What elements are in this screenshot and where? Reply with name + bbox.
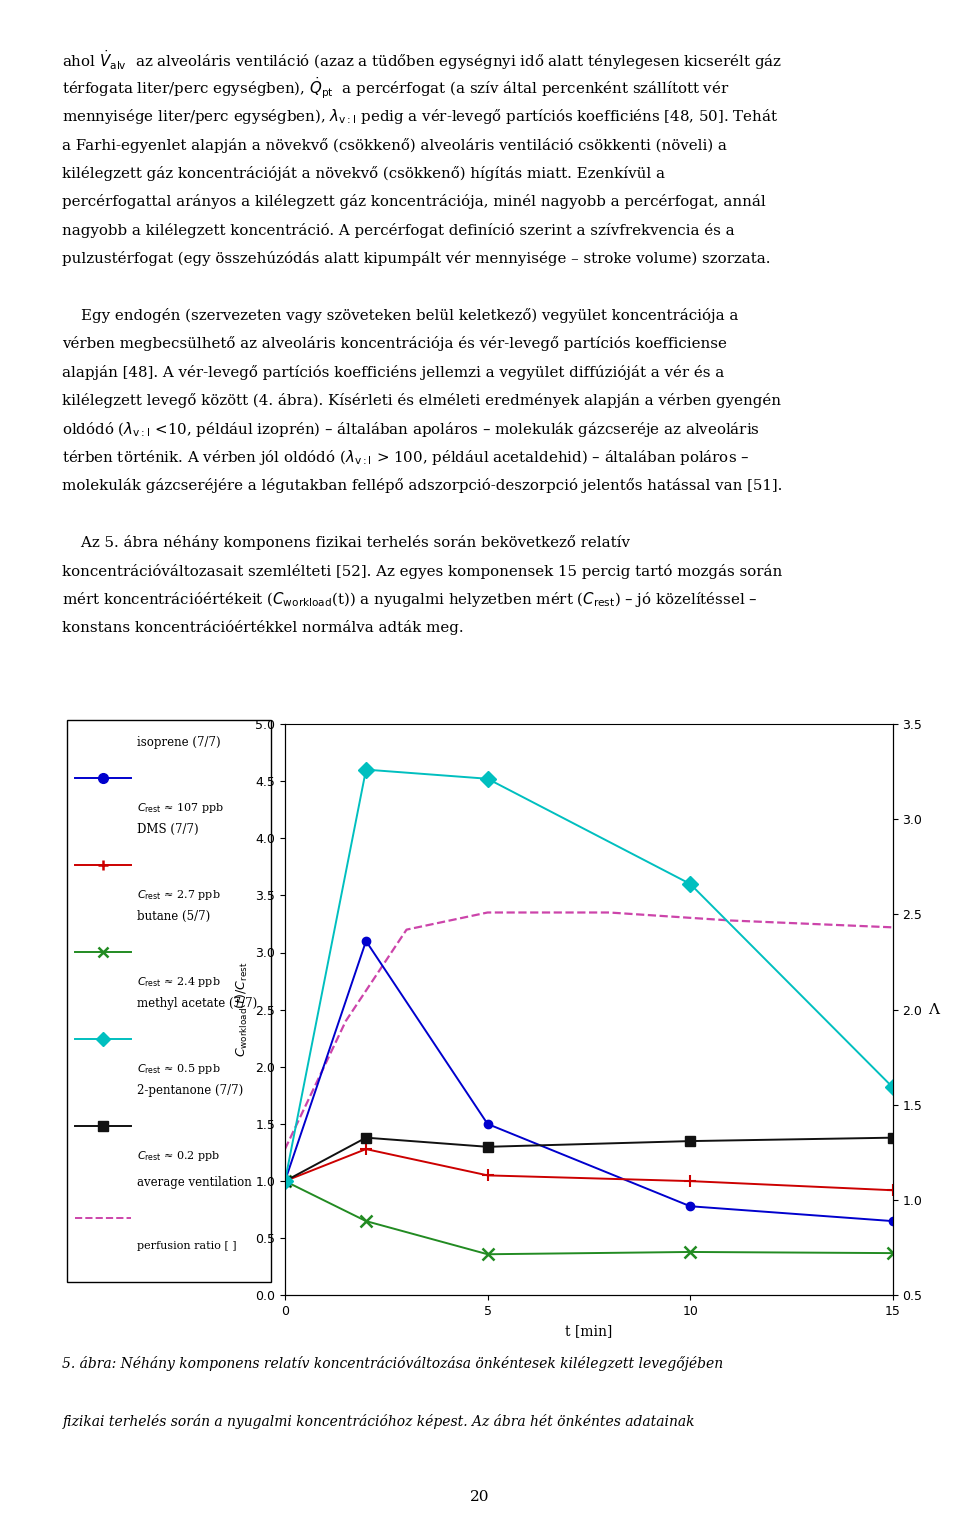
Text: $C_{\mathrm{rest}}$ ≈ 0.2 ppb: $C_{\mathrm{rest}}$ ≈ 0.2 ppb (137, 1149, 220, 1163)
Text: vérben megbecsülhető az alveoláris koncentrációja és vér-levegő partíciós koeffi: vérben megbecsülhető az alveoláris konce… (62, 337, 728, 352)
Text: 5. ábra: Néhány komponens relatív koncentrációváltozása önkéntesek kilélegzett l: 5. ábra: Néhány komponens relatív koncen… (62, 1356, 724, 1372)
Text: percérfogattal arányos a kilélegzett gáz koncentrációja, minél nagyobb a percérf: percérfogattal arányos a kilélegzett gáz… (62, 195, 766, 209)
Y-axis label: Λ: Λ (928, 1003, 939, 1017)
Text: térfogata liter/perc egységben), $\dot{Q}_{\mathrm{pt}}$  a percérfogat (a szív : térfogata liter/perc egységben), $\dot{Q… (62, 76, 730, 101)
Text: kilélegzett gáz koncentrációját a növekvő (csökkenő) hígítás miatt. Ezenkívül a: kilélegzett gáz koncentrációját a növekv… (62, 166, 665, 181)
Text: ahol $\dot{V}_{\mathrm{alv}}$  az alveoláris ventiláció (azaz a tüdőben egységny: ahol $\dot{V}_{\mathrm{alv}}$ az alveolá… (62, 47, 782, 72)
Text: 20: 20 (470, 1490, 490, 1504)
Text: kilélegzett levegő között (4. ábra). Kísérleti és elméleti eredmények alapján a : kilélegzett levegő között (4. ábra). Kís… (62, 393, 781, 408)
Text: 2-pentanone (7/7): 2-pentanone (7/7) (137, 1084, 243, 1097)
Text: mennyisége liter/perc egységben), $\lambda_{\mathrm{v:l}}$ pedig a vér-levegő pa: mennyisége liter/perc egységben), $\lamb… (62, 107, 779, 126)
Text: a Farhi-egyenlet alapján a növekvő (csökkenő) alveoláris ventiláció csökkenti (n: a Farhi-egyenlet alapján a növekvő (csök… (62, 137, 728, 152)
Text: oldódó ($\lambda_{\mathrm{v:l}}$ <10, például izoprén) – általában apoláros – mo: oldódó ($\lambda_{\mathrm{v:l}}$ <10, pé… (62, 419, 760, 439)
Text: $C_{\mathrm{rest}}$ ≈ 107 ppb: $C_{\mathrm{rest}}$ ≈ 107 ppb (137, 802, 224, 815)
Text: konstans koncentrációértékkel normálva adták meg.: konstans koncentrációértékkel normálva a… (62, 620, 464, 636)
Text: molekulák gázcseréjére a légutakban fellépő adszorpció-deszorpció jelentős hatás: molekulák gázcseréjére a légutakban fell… (62, 479, 782, 494)
Text: $C_{\mathrm{rest}}$ ≈ 0.5 ppb: $C_{\mathrm{rest}}$ ≈ 0.5 ppb (137, 1062, 221, 1076)
Text: isoprene (7/7): isoprene (7/7) (137, 736, 221, 750)
Text: DMS (7/7): DMS (7/7) (137, 823, 199, 837)
Text: pulzustérfogat (egy összehúzódás alatt kipumpált vér mennyisége – stroke volume): pulzustérfogat (egy összehúzódás alatt k… (62, 251, 771, 267)
Text: $C_{\mathrm{rest}}$ ≈ 2.7 ppb: $C_{\mathrm{rest}}$ ≈ 2.7 ppb (137, 888, 221, 902)
Text: koncentrációváltozasait szemlélteti [52]. Az egyes komponensek 15 percig tartó m: koncentrációváltozasait szemlélteti [52]… (62, 564, 782, 579)
Text: $C_{\mathrm{rest}}$ ≈ 2.4 ppb: $C_{\mathrm{rest}}$ ≈ 2.4 ppb (137, 975, 221, 989)
Y-axis label: $C_{\mathrm{workload}}(t)/C_{\mathrm{rest}}$: $C_{\mathrm{workload}}(t)/C_{\mathrm{res… (233, 962, 250, 1058)
X-axis label: t [min]: t [min] (565, 1324, 612, 1338)
Text: perfusion ratio [ ]: perfusion ratio [ ] (137, 1242, 236, 1251)
Text: average ventilation: average ventilation (137, 1177, 252, 1189)
Text: methyl acetate (7/7): methyl acetate (7/7) (137, 997, 257, 1010)
Text: térben történik. A vérben jól oldódó ($\lambda_{\mathrm{v:l}}$ > 100, például ac: térben történik. A vérben jól oldódó ($\… (62, 448, 750, 466)
Text: fizikai terhelés során a nyugalmi koncentrációhoz képest. Az ábra hét önkéntes a: fizikai terhelés során a nyugalmi koncen… (62, 1414, 695, 1428)
Text: Az 5. ábra néhány komponens fizikai terhelés során bekövetkező relatív: Az 5. ábra néhány komponens fizikai terh… (62, 535, 631, 550)
Text: mért koncentrációértékeit ($C_{\mathrm{workload}}$(t)) a nyugalmi helyzetben mér: mért koncentrációértékeit ($C_{\mathrm{w… (62, 590, 757, 610)
Text: alapján [48]. A vér-levegő partíciós koefficiéns jellemzi a vegyület diffúzióját: alapján [48]. A vér-levegő partíciós koe… (62, 364, 725, 379)
Text: Egy endogén (szervezeten vagy szöveteken belül keletkező) vegyület koncentrációj: Egy endogén (szervezeten vagy szöveteken… (62, 308, 739, 323)
Text: nagyobb a kilélegzett koncentráció. A percérfogat definíció szerint a szívfrekve: nagyobb a kilélegzett koncentráció. A pe… (62, 223, 735, 238)
Text: butane (5/7): butane (5/7) (137, 910, 210, 924)
